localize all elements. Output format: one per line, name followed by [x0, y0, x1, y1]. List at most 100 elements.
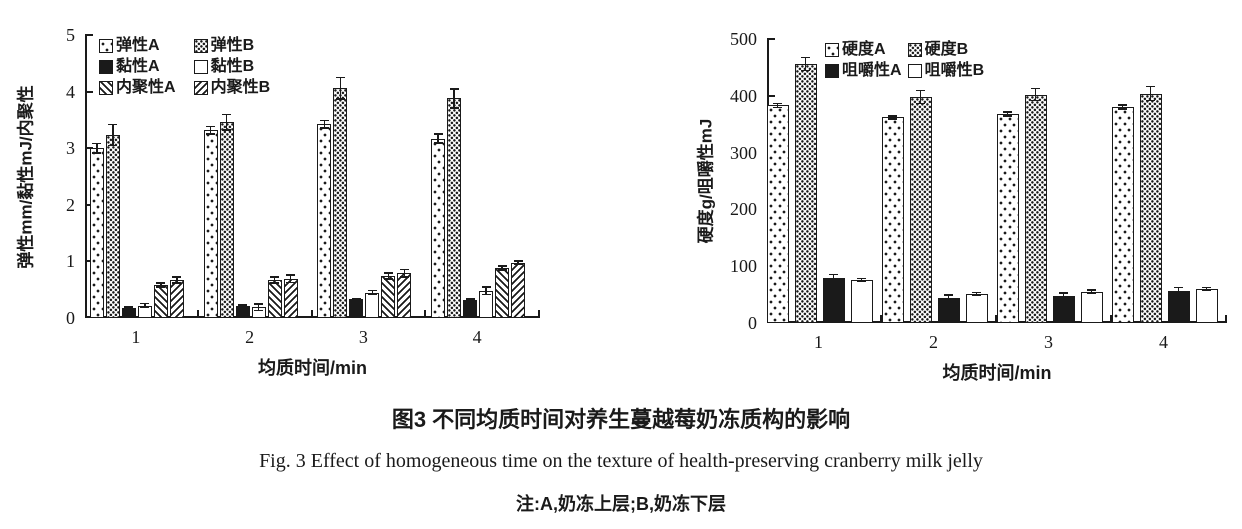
error-bar-line [1034, 87, 1037, 102]
error-bar [108, 123, 118, 147]
y-tick-label: 300 [730, 142, 757, 163]
bar [996, 113, 1019, 323]
bar [881, 117, 904, 323]
error-bar-cap-top [351, 297, 361, 300]
error-bar-cap-bottom [367, 293, 377, 296]
bar [203, 130, 218, 318]
error-bar-cap-top [916, 89, 925, 92]
error-bar-cap-bottom [108, 144, 118, 147]
error-bar [335, 76, 345, 100]
bar [431, 138, 446, 318]
error-bar-cap-top [92, 142, 102, 145]
y-tick-label: 0 [748, 313, 757, 333]
error-bar-cap-bottom [1031, 99, 1040, 102]
error-bar-line [919, 89, 922, 105]
error-bar-cap-bottom [972, 294, 981, 297]
x-tick-mark [538, 310, 540, 318]
bar [447, 98, 462, 318]
error-bar-line [144, 302, 146, 309]
error-bar-cap-top [829, 273, 838, 276]
error-bar-line [947, 294, 950, 302]
error-bar-cap-top [1031, 87, 1040, 90]
error-bar-line [891, 115, 894, 120]
y-tick-mark [85, 147, 93, 150]
y-tick-label: 5 [66, 25, 75, 45]
error-bar-line [453, 88, 455, 109]
error-bar-cap-top [773, 102, 782, 105]
error-bar-cap-bottom [254, 309, 264, 312]
x-tick-mark [310, 310, 313, 318]
error-bar-cap-bottom [888, 118, 897, 120]
error-bar [367, 289, 377, 296]
legend-item: 弹性B [193, 37, 271, 55]
bar [511, 262, 526, 318]
error-bar-cap-bottom [1003, 115, 1012, 117]
error-bar-cap-top [1087, 289, 1096, 292]
y-tick-label: 200 [730, 199, 757, 220]
bar [850, 279, 873, 323]
error-bar-cap-top [1003, 111, 1012, 113]
y-tick-mark [85, 260, 93, 263]
error-bar-cap-top [156, 282, 166, 284]
y-axis-title: 弹性mm/黏性mJ/内聚性 [16, 84, 36, 269]
legend-item: 内聚性A [99, 79, 176, 97]
y-tick-mark [767, 38, 775, 40]
error-bar-cap-bottom [383, 278, 393, 281]
error-bar-line [469, 298, 471, 302]
error-bar-cap-bottom [916, 102, 925, 105]
error-bar [222, 113, 232, 131]
error-bar [857, 277, 866, 283]
error-bar-line [176, 276, 178, 285]
bar [1195, 288, 1218, 323]
error-bar-cap-top [1146, 85, 1155, 88]
figure-note: 注:A,奶冻上层;B,奶冻下层 [516, 494, 726, 514]
error-bar-cap-bottom [140, 306, 150, 309]
error-bar [481, 286, 491, 296]
x-category-label: 2 [245, 327, 255, 347]
error-bar-cap-bottom [433, 142, 443, 144]
x-category-label: 4 [472, 327, 482, 347]
error-bar-cap-bottom [351, 299, 361, 301]
bar [495, 268, 510, 318]
error-bar-cap-top [944, 294, 953, 296]
bar [219, 122, 234, 318]
y-tick-mark [85, 90, 93, 93]
error-bar-line [485, 286, 487, 296]
error-bar-line [257, 303, 260, 312]
bar [1167, 291, 1190, 323]
error-bar-cap-top [206, 125, 216, 128]
legend-label: 黏性B [210, 58, 255, 75]
legend-item: 咀嚼性A [825, 62, 902, 80]
error-bar-cap-top [222, 113, 232, 116]
legend-swatch-dots-dense-icon [193, 39, 208, 53]
error-bar-cap-top [497, 265, 507, 267]
error-bar-cap-bottom [465, 299, 475, 302]
legend-swatch-dots-sparse-icon [99, 39, 113, 53]
error-bar [497, 265, 507, 272]
legend: 弹性A 弹性B 黏性A 黏性B 内聚性A 内聚性B [99, 37, 270, 97]
x-tick-mark [196, 310, 199, 318]
legend-swatch-white-icon [193, 60, 208, 74]
error-bar [916, 89, 925, 105]
y-tick-label: 0 [66, 308, 75, 328]
error-bar-line [289, 274, 292, 284]
error-bar-line [1090, 289, 1093, 295]
error-bar-cap-top [1118, 104, 1127, 106]
error-bar-cap-top [286, 274, 296, 276]
bar [397, 273, 412, 318]
error-bar [383, 272, 393, 281]
error-bar [124, 306, 134, 310]
bar [794, 63, 817, 323]
error-bar-cap-bottom [92, 152, 102, 154]
error-bar [1202, 286, 1211, 292]
error-bar-cap-bottom [944, 300, 953, 302]
error-bar-cap-bottom [270, 282, 280, 285]
y-tick-label: 4 [66, 81, 75, 102]
error-bar [1059, 292, 1068, 300]
error-bar [944, 294, 953, 302]
y-tick-mark [85, 34, 93, 36]
error-bar-cap-top [513, 260, 523, 262]
x-category-label: 2 [929, 332, 938, 352]
legend-item: 硬度B [907, 41, 985, 59]
error-bar-cap-top [449, 88, 459, 90]
